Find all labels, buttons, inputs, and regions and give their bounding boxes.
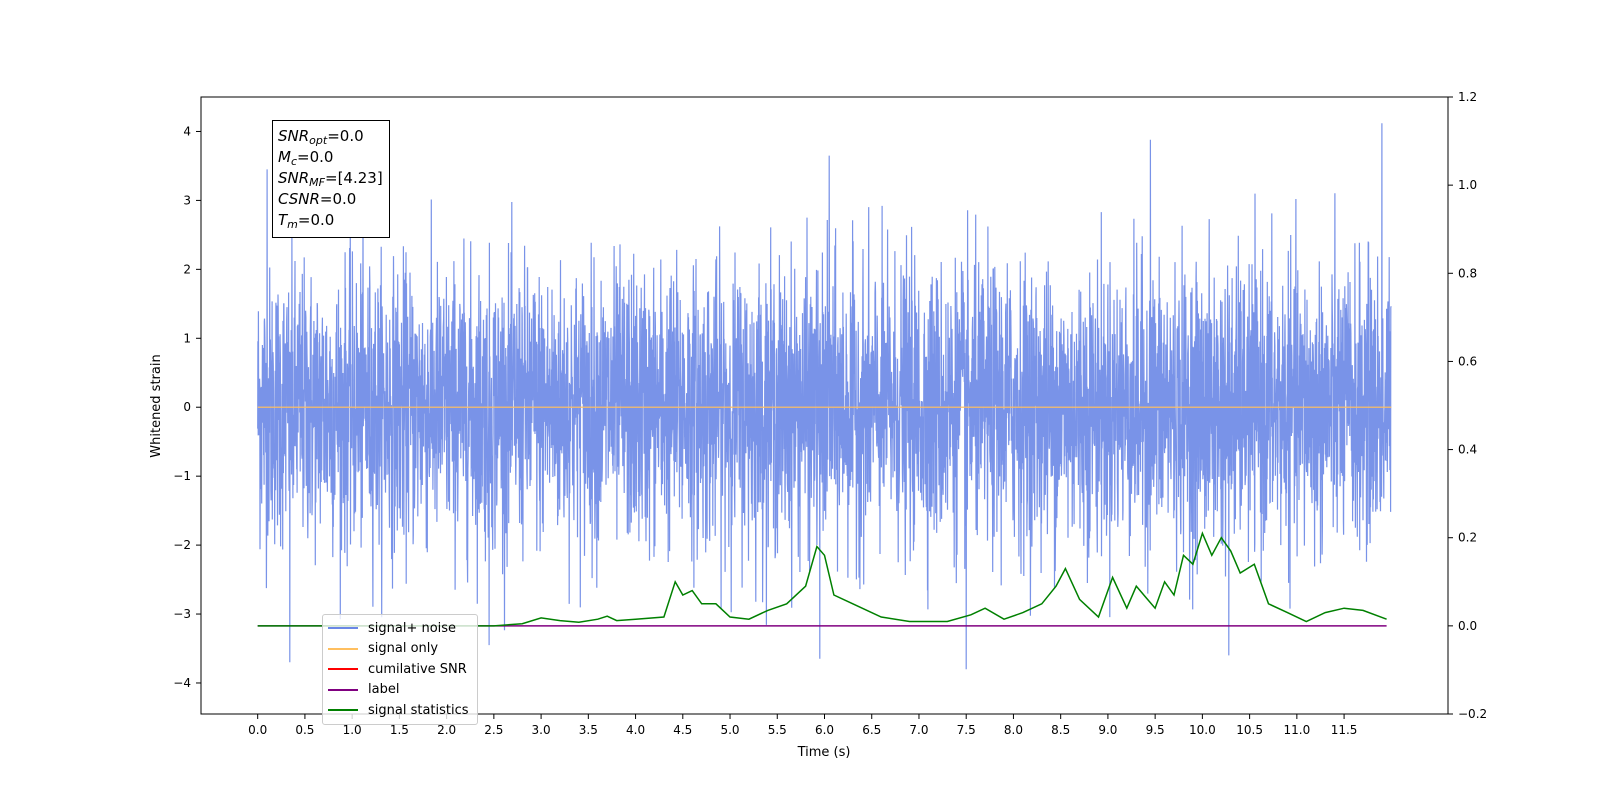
series-signal-statistics-line: [257, 531, 1387, 627]
y-tick-label: 4: [183, 124, 191, 138]
legend-swatch: [328, 709, 358, 712]
legend-item: label: [323, 680, 477, 701]
stat-snr-mf: SNRMF=[4.23]: [278, 169, 383, 189]
legend-item: signal statistics: [323, 700, 477, 721]
y-tick-label: −1: [173, 469, 191, 483]
y-axis-right: 1.2 1.0 0.8 0.6 0.4 0.2 0.0 −0.2: [1448, 90, 1487, 721]
x-tick-label: 9.0: [1098, 723, 1117, 737]
x-tick-label: 5.0: [720, 723, 739, 737]
y2-tick-label: 0.4: [1458, 443, 1477, 457]
x-tick-label: 6.0: [815, 723, 834, 737]
x-tick-label: 0.5: [295, 723, 314, 737]
x-tick-label: 8.5: [1051, 723, 1070, 737]
series-signal-noise-line: [257, 123, 1392, 670]
x-axis-label: Time (s): [797, 745, 851, 760]
x-axis: 0.0 0.5 1.0 1.5 2.0 2.5 3.0 3.5 4.0 4.5 5.0 5.5 6.0 6…: [248, 714, 1357, 737]
y2-tick-label: 0.2: [1458, 531, 1477, 545]
x-tick-label: 1.5: [390, 723, 409, 737]
y2-tick-label: −0.2: [1458, 707, 1487, 721]
y-tick-label: −2: [173, 538, 191, 552]
plot-area: [257, 123, 1392, 670]
x-tick-label: 4.0: [626, 723, 645, 737]
stats-annotation-box: SNRopt=0.0 Mc=0.0 SNRMF=[4.23] CSNR=0.0 …: [272, 120, 390, 238]
legend-item: signal+ noise: [323, 618, 477, 639]
legend: signal+ noise signal only cumilative SNR…: [322, 614, 478, 725]
x-tick-label: 3.5: [579, 723, 598, 737]
x-tick-label: 10.0: [1189, 723, 1216, 737]
legend-swatch: [328, 647, 358, 650]
legend-swatch: [328, 627, 358, 630]
stat-tm: Tm=0.0: [278, 211, 335, 231]
stat-csnr: CSNR=0.0: [278, 190, 357, 208]
legend-item: cumilative SNR: [323, 659, 477, 680]
y-tick-label: 3: [183, 193, 191, 207]
y2-tick-label: 0.0: [1458, 619, 1477, 633]
y2-tick-label: 1.2: [1458, 90, 1477, 104]
y-tick-label: 2: [183, 262, 191, 276]
stat-mc: Mc=0.0: [278, 148, 334, 168]
legend-swatch: [328, 668, 358, 671]
x-tick-label: 9.5: [1146, 723, 1165, 737]
legend-swatch: [328, 688, 358, 691]
x-tick-label: 11.0: [1283, 723, 1310, 737]
y-tick-label: −3: [173, 607, 191, 621]
x-tick-label: 3.0: [532, 723, 551, 737]
stat-snr-opt: SNRopt=0.0: [278, 127, 364, 147]
y-axis-label: Whitened strain: [149, 354, 164, 457]
y-tick-label: 0: [183, 400, 191, 414]
x-tick-label: 11.5: [1331, 723, 1358, 737]
y2-tick-label: 0.8: [1458, 266, 1477, 280]
x-tick-label: 7.0: [909, 723, 928, 737]
x-tick-label: 0.0: [248, 723, 267, 737]
x-tick-label: 5.5: [768, 723, 787, 737]
y-tick-label: 1: [183, 331, 191, 345]
y2-tick-label: 0.6: [1458, 354, 1477, 368]
x-tick-label: 8.0: [1004, 723, 1023, 737]
x-tick-label: 2.0: [437, 723, 456, 737]
legend-item: signal only: [323, 639, 477, 660]
x-tick-label: 7.5: [957, 723, 976, 737]
x-tick-label: 10.5: [1236, 723, 1263, 737]
x-tick-label: 6.5: [862, 723, 881, 737]
y2-tick-label: 1.0: [1458, 178, 1477, 192]
x-tick-label: 1.0: [343, 723, 362, 737]
y-axis-left: 4 3 2 1 0 −1 −2 −3 −4: [173, 124, 201, 690]
x-tick-label: 4.5: [673, 723, 692, 737]
x-tick-label: 2.5: [484, 723, 503, 737]
y-tick-label: −4: [173, 676, 191, 690]
